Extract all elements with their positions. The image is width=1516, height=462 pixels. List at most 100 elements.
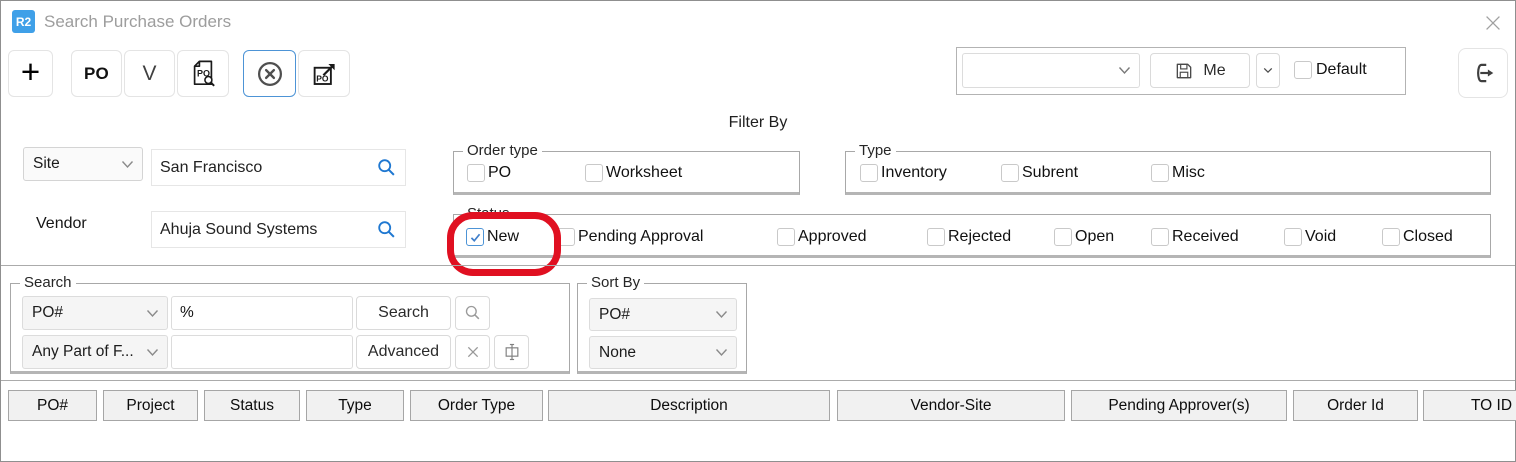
checkbox-box	[1284, 228, 1302, 246]
checkbox-status-received[interactable]: Received	[1151, 228, 1239, 246]
search-field-selector[interactable]: PO#	[22, 296, 168, 330]
checkbox-box	[1382, 228, 1400, 246]
default-checkbox[interactable]: Default	[1294, 61, 1367, 79]
chevron-down-icon	[1118, 67, 1131, 75]
vendor-search-field[interactable]	[151, 211, 406, 248]
close-x-glyph	[1486, 16, 1500, 30]
search-icon[interactable]	[376, 219, 398, 241]
advanced-button[interactable]: Advanced	[356, 335, 451, 369]
chevron-down-icon	[1263, 67, 1273, 74]
checkbox-status-pending-approval[interactable]: Pending Approval	[557, 228, 703, 246]
po-search-button[interactable]: PO	[177, 50, 229, 97]
checkbox-box	[860, 164, 878, 182]
filter-by-heading: Filter By	[728, 114, 788, 131]
column-header-order-type[interactable]: Order Type	[410, 390, 543, 421]
vendor-label: Vendor	[36, 215, 87, 232]
divider-bottom	[1, 380, 1515, 381]
checkbox-order-type-po[interactable]: PO	[467, 164, 511, 182]
exit-icon	[1477, 63, 1494, 83]
checkbox-type-misc[interactable]: Misc	[1151, 164, 1205, 182]
chevron-down-icon	[146, 309, 159, 317]
panel-frame-icon	[505, 343, 518, 361]
vendor-search-input[interactable]	[152, 220, 376, 239]
default-checkbox-label: Default	[1316, 61, 1367, 78]
save-me-label: Me	[1203, 61, 1226, 79]
layout-panel-button[interactable]	[494, 335, 529, 369]
checkbox-status-approved[interactable]: Approved	[777, 228, 867, 246]
cancel-circle-x-icon	[257, 61, 282, 86]
order-type-group-label: Order type	[463, 142, 542, 159]
type-group-label: Type	[855, 142, 896, 159]
checkbox-box	[467, 164, 485, 182]
search-match-selector-value: Any Part of F...	[32, 343, 134, 360]
column-header-po[interactable]: PO#	[8, 390, 97, 421]
v-label: V	[142, 61, 157, 85]
column-header-vendor-site[interactable]: Vendor-Site	[837, 390, 1065, 421]
search-query-input[interactable]	[172, 304, 352, 322]
search-field-selector-value: PO#	[32, 304, 64, 321]
checkbox-box	[777, 228, 795, 246]
search-button[interactable]: Search	[356, 296, 451, 330]
checkmark-icon	[470, 233, 480, 242]
sort-secondary-selector[interactable]: None	[589, 336, 737, 369]
column-header-project[interactable]: Project	[103, 390, 198, 421]
save-me-button[interactable]: Me	[1150, 53, 1250, 88]
validate-button[interactable]: V	[124, 50, 175, 97]
checkbox-order-type-worksheet[interactable]: Worksheet	[585, 164, 682, 182]
search-secondary-field[interactable]	[171, 335, 353, 369]
chevron-down-icon	[121, 160, 134, 168]
site-search-field[interactable]	[151, 149, 406, 186]
column-header-status[interactable]: Status	[204, 390, 300, 421]
checkbox-type-subrent[interactable]: Subrent	[1001, 164, 1078, 182]
checkbox-box	[927, 228, 945, 246]
search-icon[interactable]	[376, 157, 398, 179]
search-icon	[465, 305, 479, 320]
window-title: Search Purchase Orders	[44, 12, 232, 31]
default-checkbox-box	[1294, 61, 1312, 79]
checkbox-status-new[interactable]: New	[466, 228, 519, 246]
sort-primary-selector[interactable]: PO#	[589, 298, 737, 331]
site-search-input[interactable]	[152, 158, 376, 177]
sort-secondary-value: None	[599, 343, 637, 361]
sort-by-group-label: Sort By	[587, 274, 645, 291]
site-selector[interactable]: Site	[23, 147, 143, 181]
po-button[interactable]: PO	[71, 50, 122, 97]
svg-text:PO: PO	[316, 73, 329, 83]
cancel-po-button[interactable]	[243, 50, 296, 97]
po-open-external-icon: PO	[313, 63, 335, 85]
checkbox-status-open[interactable]: Open	[1054, 228, 1114, 246]
search-secondary-input[interactable]	[172, 343, 352, 361]
exit-button[interactable]	[1458, 48, 1508, 98]
checkbox-box	[557, 228, 575, 246]
checkbox-status-void[interactable]: Void	[1284, 228, 1336, 246]
po-document-search-icon: PO	[193, 60, 215, 86]
sort-by-group: Sort By	[577, 274, 747, 374]
checkbox-box	[1151, 164, 1169, 182]
quick-search-button[interactable]	[455, 296, 490, 330]
checkbox-status-rejected[interactable]: Rejected	[927, 228, 1011, 246]
save-floppy-icon	[1177, 63, 1192, 78]
column-header-pending-approvers[interactable]: Pending Approver(s)	[1071, 390, 1287, 421]
clear-search-button[interactable]	[455, 335, 490, 369]
checkbox-status-closed[interactable]: Closed	[1382, 228, 1453, 246]
checkbox-type-inventory[interactable]: Inventory	[860, 164, 947, 182]
open-po-button[interactable]: PO	[298, 50, 350, 97]
column-header-type[interactable]: Type	[306, 390, 404, 421]
chevron-down-icon	[715, 349, 728, 357]
svg-text:PO: PO	[197, 68, 210, 78]
column-header-description[interactable]: Description	[548, 390, 830, 421]
search-group-label: Search	[20, 274, 76, 291]
column-header-to-id[interactable]: TO ID	[1423, 390, 1516, 421]
order-type-group: Order type	[453, 142, 800, 195]
add-po-button[interactable]: +	[8, 50, 53, 97]
sort-primary-value: PO#	[599, 305, 631, 323]
save-options-dropdown[interactable]	[1256, 53, 1280, 88]
column-header-order-id[interactable]: Order Id	[1293, 390, 1418, 421]
search-match-selector[interactable]: Any Part of F...	[22, 335, 168, 369]
saved-view-select[interactable]	[962, 53, 1140, 88]
close-icon[interactable]	[1478, 8, 1508, 38]
search-query-field[interactable]	[171, 296, 353, 330]
checkbox-box-checked	[466, 228, 484, 246]
clear-x-icon	[467, 346, 478, 358]
